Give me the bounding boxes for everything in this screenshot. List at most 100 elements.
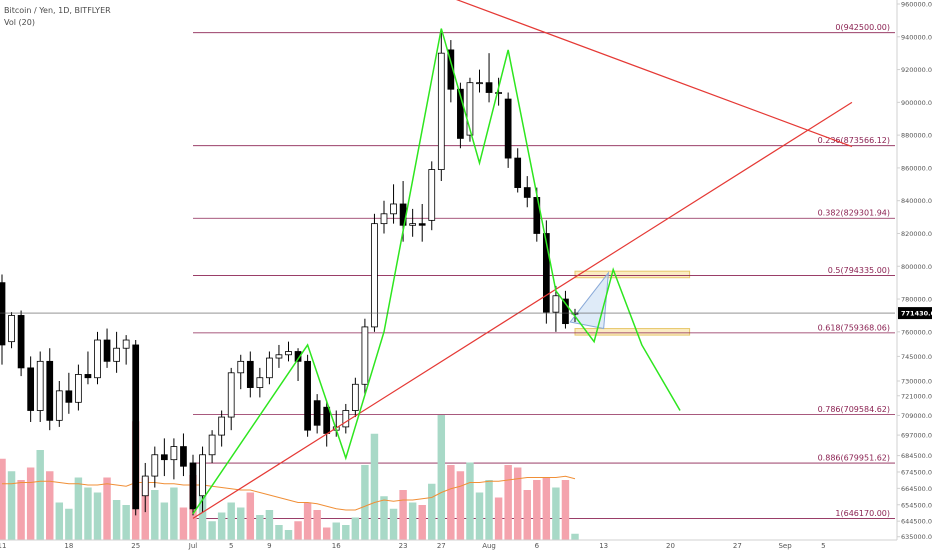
- candle-body: [189, 462, 197, 510]
- candle-body: [285, 351, 292, 356]
- price-tick-label: 760000.00: [901, 328, 932, 336]
- price-tick-label: 654500.00: [901, 501, 932, 509]
- candle-body: [562, 298, 569, 325]
- volume-bar: [284, 530, 293, 540]
- candle-body: [351, 383, 359, 411]
- time-tick-label: 20: [666, 542, 675, 550]
- volume-bar: [256, 515, 264, 540]
- candle-body: [46, 360, 54, 421]
- candle-body: [218, 416, 226, 436]
- volume-bar: [552, 487, 560, 540]
- candle-body: [141, 475, 149, 497]
- volume-bar: [17, 480, 25, 540]
- volume-bar: [533, 480, 541, 540]
- candle-body: [208, 434, 216, 456]
- volume-bar: [26, 467, 35, 540]
- candle-body: [170, 446, 178, 461]
- candle-body: [237, 360, 245, 374]
- candle-body: [246, 360, 254, 388]
- volume-bar: [160, 502, 169, 540]
- price-tick-label: 960000.00: [901, 1, 932, 9]
- fib-level-label: 0.382(829301.94): [818, 209, 890, 218]
- price-tick-label: 860000.00: [901, 164, 932, 172]
- candle-body: [256, 377, 264, 388]
- candle-body: [409, 223, 417, 226]
- time-tick-label: 6: [535, 542, 540, 550]
- candle-body: [65, 390, 73, 403]
- volume-bar: [84, 487, 92, 540]
- volume-bar: [428, 483, 436, 540]
- candle-body: [160, 454, 168, 461]
- time-tick-label: 13: [599, 542, 608, 550]
- volume-bar: [179, 507, 188, 540]
- candle-body: [27, 367, 35, 411]
- volume-bar: [46, 471, 54, 540]
- candle-body: [476, 82, 483, 85]
- pattern-path: [192, 28, 681, 515]
- price-tick-label: 880000.00: [901, 132, 932, 140]
- volume-bar: [208, 521, 216, 540]
- volume-bar: [313, 510, 321, 540]
- time-tick-label: 27: [437, 542, 446, 550]
- volume-bar: [437, 415, 446, 540]
- candle-body: [514, 157, 522, 188]
- fib-level-label: 0.786(709584.62): [818, 405, 890, 414]
- volume-bar: [561, 480, 570, 540]
- candle-body: [428, 169, 436, 221]
- candle-body: [84, 374, 92, 379]
- price-tick-label: 664500.00: [901, 485, 932, 493]
- candle-body: [0, 282, 6, 346]
- candle-body: [304, 360, 311, 431]
- volume-bar: [275, 525, 283, 540]
- volume-bar: [571, 533, 579, 540]
- volume-bar: [36, 450, 44, 540]
- triangle-shape: [569, 271, 610, 330]
- volume-bar: [151, 490, 159, 540]
- volume-bar: [523, 490, 531, 540]
- time-tick-label: 23: [399, 542, 408, 550]
- candle-body: [55, 390, 63, 421]
- candle-body: [94, 339, 101, 379]
- time-tick-label: 18: [64, 542, 73, 550]
- price-tick-label: 684500.00: [901, 452, 932, 460]
- candle-body: [132, 344, 140, 510]
- volume-bar: [0, 458, 6, 540]
- fib-level-label: 1(646170.00): [835, 509, 890, 518]
- fib-level-label: 0.236(873566.12): [818, 136, 890, 145]
- volume-bar: [466, 462, 474, 540]
- volume-bar: [246, 492, 255, 540]
- highlight-box: [574, 328, 691, 336]
- time-tick-label: 25: [131, 542, 140, 550]
- candle-body: [495, 92, 502, 94]
- candle-body: [447, 49, 455, 90]
- candle-body: [151, 454, 159, 477]
- current-price-tag: [898, 307, 932, 320]
- candle-body: [323, 406, 331, 434]
- time-tick-label: 5: [821, 542, 825, 550]
- candle-body: [122, 339, 130, 349]
- candle-body: [523, 187, 531, 198]
- candle-body: [380, 213, 388, 225]
- volume-bar: [303, 502, 312, 540]
- candle-body: [542, 233, 550, 313]
- price-tick-label: 745000.00: [901, 353, 932, 361]
- candle-body: [552, 295, 560, 313]
- candle-body: [437, 52, 445, 170]
- time-tick-label: 5: [229, 542, 233, 550]
- candle-body: [418, 223, 426, 226]
- time-tick-label: Sep: [778, 542, 792, 550]
- volume-bar: [322, 527, 331, 540]
- volume-bar: [447, 465, 455, 540]
- volume-bar: [93, 492, 102, 540]
- candle-body: [504, 98, 512, 159]
- volume-bars: [0, 415, 579, 540]
- candle-body: [466, 82, 474, 136]
- price-tick-label: 800000.00: [901, 263, 932, 271]
- price-tick-label: 920000.00: [901, 66, 932, 74]
- fib-level-label: 0.618(759368.06): [818, 323, 890, 332]
- time-tick-label: 27: [733, 542, 742, 550]
- price-tick-label: 820000.00: [901, 230, 932, 238]
- price-tick-label: 780000.00: [901, 296, 932, 304]
